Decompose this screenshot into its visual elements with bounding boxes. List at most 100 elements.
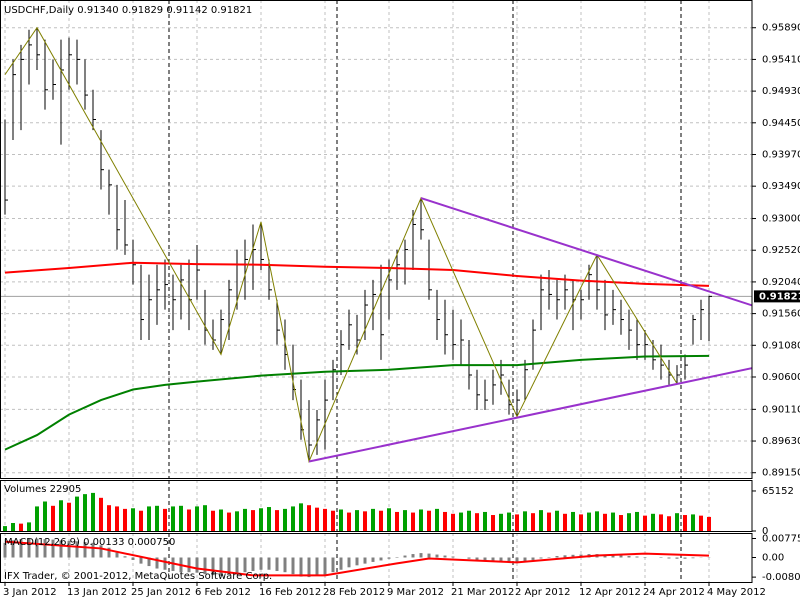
volume-bar	[163, 508, 167, 531]
volume-bar	[403, 510, 407, 531]
volume-bar	[27, 522, 31, 531]
macd-bar	[235, 557, 239, 574]
volume-bar	[435, 508, 439, 531]
volume-bar	[59, 500, 63, 531]
volume-bar	[547, 512, 551, 531]
x-tick-label: 2 Apr 2012	[515, 587, 570, 598]
macd-bar	[3, 542, 7, 558]
signal-line	[4, 540, 710, 577]
volume-bar	[411, 512, 415, 531]
volume-bar	[651, 513, 655, 531]
macd-bar	[419, 553, 423, 558]
volume-bar	[643, 515, 647, 531]
macd-bar	[611, 555, 615, 558]
volume-bar	[451, 513, 455, 531]
macd-bar	[315, 557, 319, 576]
y-tick-label: 0.94450	[762, 118, 800, 129]
volume-bar	[299, 503, 303, 531]
macd-bar	[635, 556, 639, 558]
volume-bar	[419, 509, 423, 531]
volume-bar	[395, 511, 399, 531]
volume-bar	[579, 514, 583, 531]
y-tick-label: 0.91080	[762, 340, 800, 351]
trendline	[420, 197, 752, 307]
macd-bar	[451, 556, 455, 558]
volume-bar	[603, 513, 607, 531]
macd-bar	[339, 557, 343, 570]
macd-bar	[355, 557, 359, 566]
macd-bar	[147, 557, 151, 567]
macd-bar	[523, 557, 527, 562]
volume-bar	[619, 515, 623, 531]
macd-bar	[467, 557, 471, 559]
y-tick-label: -0.00801	[762, 572, 800, 583]
macd-panel	[3, 538, 711, 578]
macd-bar	[443, 555, 447, 558]
volume-bar	[315, 507, 319, 531]
volume-bar	[587, 512, 591, 531]
macd-bar	[219, 557, 223, 576]
volume-bar	[595, 511, 599, 531]
macd-bar	[27, 538, 31, 558]
volume-bar	[363, 511, 367, 531]
y-tick-label: 0.93490	[762, 181, 800, 192]
footer: IFX Trader, © 2001-2012, MetaQuotes Soft…	[4, 571, 272, 582]
y-tick-label: 0.90110	[762, 404, 800, 415]
volume-bar	[507, 512, 511, 531]
macd-bar	[35, 538, 39, 558]
volume-bar	[323, 508, 327, 531]
volume-bar	[339, 509, 343, 531]
x-tick-label: 28 Feb 2012	[323, 587, 385, 598]
x-tick-label: 9 Mar 2012	[387, 587, 444, 598]
macd-bar	[203, 557, 207, 575]
volume-bar	[555, 510, 559, 531]
volume-bar	[635, 511, 639, 531]
x-tick-label: 6 Feb 2012	[195, 587, 251, 598]
grid-layer	[0, 0, 752, 582]
macd-bar	[683, 557, 687, 559]
price-frame	[0, 0, 753, 479]
volume-bar	[475, 513, 479, 531]
y-tick-label: 65152	[762, 486, 794, 497]
y-tick-label: 0.93000	[762, 214, 800, 225]
current-price-label: 0.91821	[759, 291, 800, 302]
volume-bar	[331, 510, 335, 531]
volume-bar	[683, 515, 687, 531]
volume-bar	[467, 510, 471, 531]
macd-bar	[531, 557, 535, 560]
macd-bar	[563, 555, 567, 558]
macd-bar	[347, 557, 351, 568]
macd-bar	[675, 557, 679, 559]
moving-average	[4, 354, 710, 451]
x-tick-label: 25 Jan 2012	[131, 587, 191, 598]
macd-bar	[123, 556, 127, 558]
volume-bar	[483, 511, 487, 531]
volume-bar	[227, 512, 231, 531]
volume-bar	[171, 506, 175, 531]
x-tick-label: 24 Apr 2012	[643, 587, 705, 598]
macd-bar	[227, 557, 231, 575]
volume-bar	[259, 508, 263, 531]
volume-bar	[515, 514, 519, 531]
macd-bar	[507, 557, 511, 562]
y-tick-label: 0	[762, 526, 768, 537]
axis-layer: 3 Jan 2012 13 Jan 2012 25 Jan 2012 6 Feb 20…	[3, 23, 800, 598]
moving-average	[4, 261, 710, 287]
volume-panel	[3, 492, 711, 531]
volume-bar	[179, 505, 183, 531]
macd-bar	[571, 554, 575, 558]
volume-bar	[275, 510, 279, 531]
volume-bar	[75, 496, 79, 531]
macd-bar	[379, 557, 383, 561]
y-tick-label: 0.93970	[762, 149, 800, 160]
volume-bar	[243, 508, 247, 531]
volume-bar	[211, 510, 215, 531]
macd-bar	[91, 542, 95, 558]
x-tick-label: 3 Jan 2012	[3, 587, 57, 598]
volume-bar	[131, 508, 135, 531]
macd-bar	[387, 557, 391, 559]
macd-title: MACD(12,26,9) 0.00133 0.000750	[4, 537, 175, 548]
volume-bar	[11, 523, 15, 531]
macd-bar	[307, 557, 311, 578]
